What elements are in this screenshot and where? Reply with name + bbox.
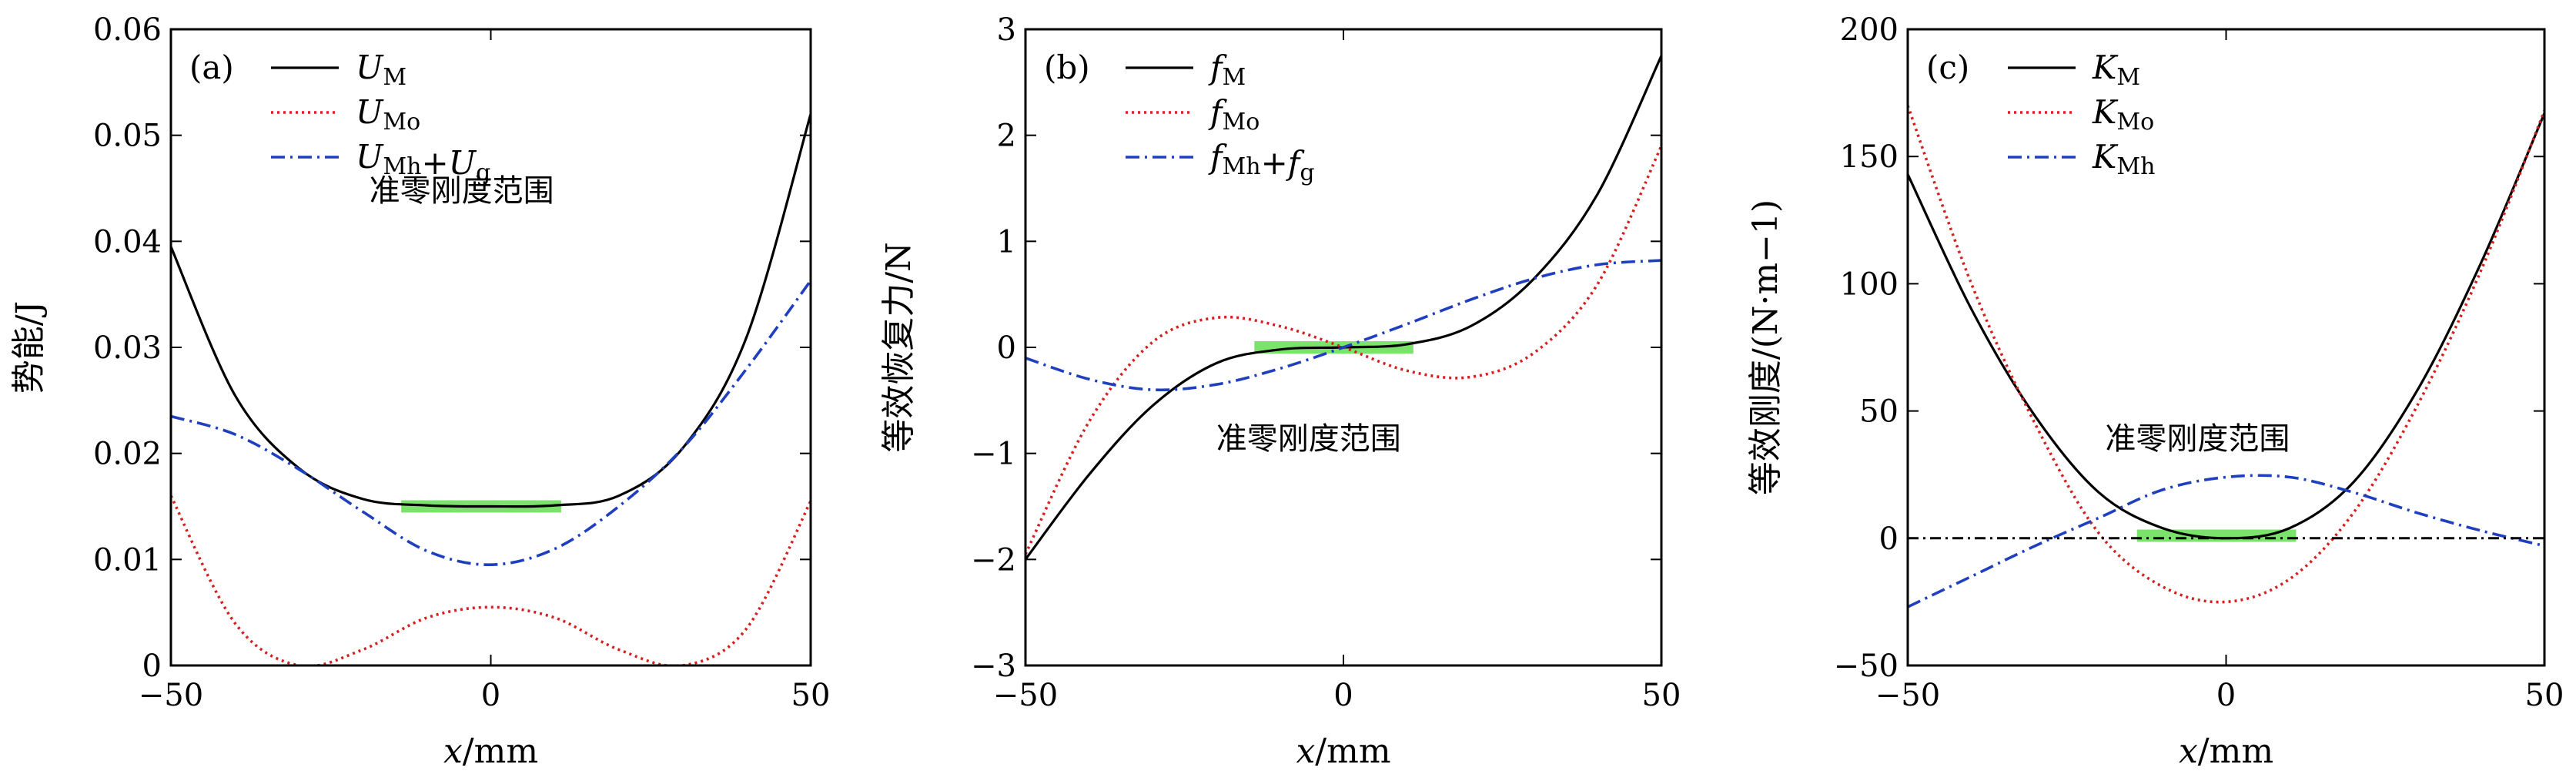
- x-axis-label: x/mm: [443, 732, 538, 771]
- y-tick-label: 0.05: [93, 119, 162, 154]
- y-tick-label: 150: [1840, 139, 1899, 175]
- x-tick-label: −50: [1875, 678, 1940, 713]
- y-tick-label: 0.06: [93, 12, 162, 48]
- y-tick-label: 0.01: [93, 542, 162, 578]
- y-tick-label: 0: [997, 330, 1016, 366]
- x-tick-label: 0: [1333, 678, 1353, 713]
- x-tick-label: 50: [1642, 678, 1681, 713]
- x-axis-label: x/mm: [2179, 732, 2273, 771]
- annotation-label: 准零刚度范围: [370, 173, 554, 209]
- legend-entry: fMh+fg: [1208, 138, 1315, 186]
- y-axis-label: 势能/J: [9, 301, 49, 394]
- x-tick-label: −50: [139, 678, 203, 713]
- plot-frame: [1024, 28, 1663, 667]
- y-tick-label: 3: [997, 12, 1016, 48]
- annotation-label: 准零刚度范围: [2105, 421, 2290, 457]
- legend-entry: KM: [2092, 49, 2140, 91]
- y-tick-label: −1: [971, 437, 1016, 472]
- x-tick-label: 0: [2216, 678, 2236, 713]
- y-tick-label: 0.02: [93, 437, 162, 472]
- series-line-1: [1908, 105, 2544, 604]
- legend-entry: KMo: [2092, 93, 2154, 136]
- y-tick-label: −3: [971, 649, 1016, 684]
- y-tick-label: 1: [997, 224, 1016, 260]
- x-tick-label: 0: [481, 678, 500, 713]
- y-tick-label: 100: [1840, 266, 1899, 302]
- panel-label: (b): [1044, 49, 1090, 86]
- y-axis-label: 等效刚度/(N·m−1): [1746, 199, 1785, 495]
- y-axis-label: 等效恢复力/N: [879, 242, 918, 452]
- y-tick-label: 0: [142, 649, 162, 684]
- legend-entry: KMh: [2092, 138, 2155, 180]
- panel-label: (c): [1926, 49, 1969, 86]
- panel-label: (a): [189, 49, 234, 86]
- plot-frame: [169, 28, 812, 667]
- x-tick-label: 50: [2525, 678, 2564, 713]
- legend-entry: fMo: [1208, 93, 1260, 136]
- legend-entry: UMh+Ug: [356, 138, 490, 186]
- series-line-2: [1908, 474, 2544, 608]
- legend-entry: fM: [1208, 49, 1246, 91]
- annotation-label: 准零刚度范围: [1216, 421, 1401, 457]
- series-line-0: [171, 113, 811, 508]
- y-tick-label: 0.03: [93, 330, 162, 366]
- series-line-2: [171, 280, 811, 567]
- series-line-0: [1025, 55, 1661, 561]
- x-axis-label: x/mm: [1296, 732, 1390, 771]
- y-tick-label: −2: [971, 542, 1016, 578]
- y-tick-label: 50: [1859, 394, 1899, 430]
- y-tick-label: 0: [1879, 521, 1899, 557]
- series-line-0: [1908, 112, 2544, 540]
- series-line-2: [1025, 259, 1661, 392]
- y-tick-label: 2: [997, 119, 1016, 154]
- x-tick-label: −50: [993, 678, 1058, 713]
- series-line-1: [171, 494, 811, 665]
- plot-frame: [1906, 28, 2546, 667]
- x-tick-label: 50: [791, 678, 831, 713]
- legend-entry: UMo: [356, 93, 420, 136]
- legend-entry: UM: [356, 49, 406, 91]
- y-tick-label: 0.04: [93, 224, 162, 260]
- y-tick-label: −50: [1834, 649, 1899, 684]
- y-tick-label: 200: [1840, 12, 1899, 48]
